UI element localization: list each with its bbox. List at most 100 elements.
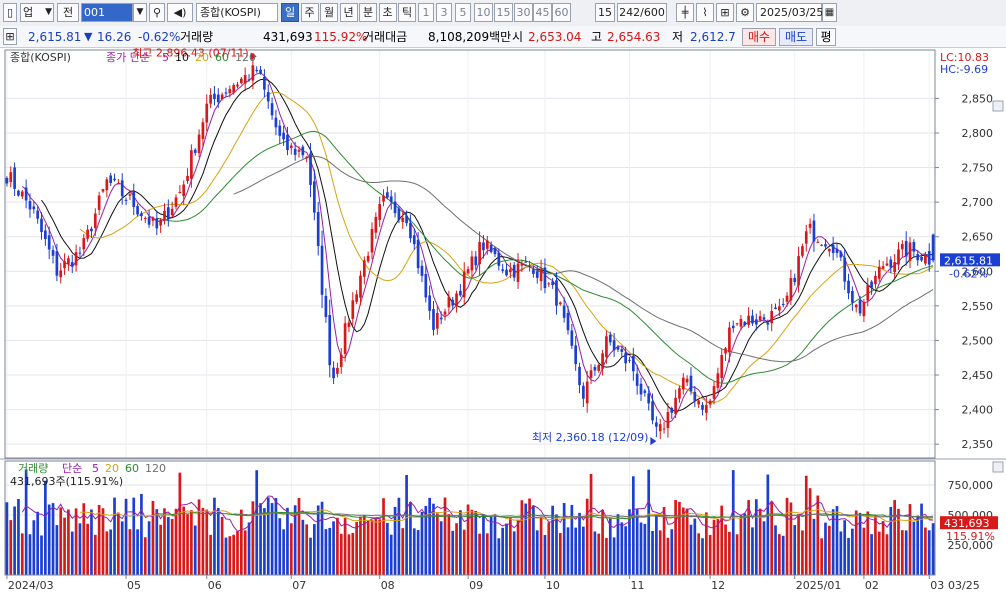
interval-button[interactable]: 15 bbox=[494, 3, 513, 22]
candle-body bbox=[804, 231, 808, 244]
volume-bar bbox=[827, 525, 831, 575]
candle bbox=[97, 191, 101, 215]
candle-body bbox=[343, 323, 347, 354]
interval-select[interactable]: 15 bbox=[595, 3, 615, 22]
candle bbox=[643, 388, 647, 397]
candle-body bbox=[516, 263, 520, 282]
market-select[interactable]: 업 ▼ bbox=[20, 3, 54, 22]
candle-body bbox=[274, 117, 278, 128]
candle-body bbox=[178, 191, 182, 194]
candle-body bbox=[359, 275, 362, 298]
candle bbox=[259, 65, 262, 75]
period-tab[interactable]: 년 bbox=[339, 3, 358, 22]
candle bbox=[393, 192, 397, 218]
period-tab[interactable]: 초 bbox=[378, 3, 397, 22]
candle bbox=[193, 148, 197, 156]
candle bbox=[424, 264, 428, 303]
search-icon[interactable]: ⚲ bbox=[149, 3, 165, 22]
speaker-icon[interactable]: ◀) bbox=[167, 3, 193, 22]
candle bbox=[751, 309, 754, 326]
candle bbox=[263, 69, 266, 98]
volume-bar bbox=[539, 516, 543, 575]
candle bbox=[278, 120, 282, 144]
line-chart-icon[interactable]: ⌇ bbox=[696, 3, 714, 22]
date-input[interactable]: 2025/03/25 bbox=[756, 3, 823, 22]
interval-button[interactable]: 10 bbox=[474, 3, 493, 22]
candle-body bbox=[28, 201, 32, 210]
candle-body bbox=[662, 428, 666, 430]
candle bbox=[681, 373, 685, 395]
candle bbox=[862, 299, 866, 323]
quote-toggle-icon[interactable]: ⊞ bbox=[3, 28, 17, 45]
price-tick-label: 2,650 bbox=[962, 231, 994, 244]
candle-body bbox=[916, 254, 920, 261]
candle bbox=[386, 186, 389, 200]
volume-bar bbox=[689, 524, 693, 575]
volume-bar bbox=[912, 521, 916, 575]
interval-button[interactable]: 1 bbox=[418, 3, 434, 22]
volume-bar bbox=[881, 521, 885, 575]
period-tab[interactable]: 주 bbox=[300, 3, 319, 22]
candle bbox=[555, 272, 558, 315]
interval-button[interactable]: 5 bbox=[455, 3, 471, 22]
gear-icon[interactable]: ⚙ bbox=[736, 3, 754, 22]
sell-button[interactable]: 매도 bbox=[779, 28, 813, 46]
period-tab[interactable]: 분 bbox=[359, 3, 377, 22]
index-name-field[interactable]: 종합(KOSPI) bbox=[196, 3, 278, 22]
candle bbox=[397, 205, 401, 224]
candle-body bbox=[532, 269, 535, 274]
candle-body bbox=[412, 235, 416, 245]
eval-button[interactable]: 평 bbox=[816, 28, 836, 46]
volume-bar bbox=[17, 499, 20, 575]
candle bbox=[739, 314, 743, 331]
volume-bar bbox=[201, 507, 205, 575]
volume-bar bbox=[266, 497, 270, 575]
volume-bar bbox=[601, 509, 604, 575]
candle bbox=[866, 277, 870, 307]
candle-body bbox=[551, 281, 554, 285]
calendar-icon[interactable]: ▦ bbox=[822, 3, 837, 22]
candle bbox=[628, 356, 631, 364]
period-tab[interactable]: 일 bbox=[281, 3, 299, 22]
price-legend-ma-20: 20 bbox=[195, 51, 209, 64]
candle-body bbox=[328, 315, 332, 366]
period-tab[interactable]: 월 bbox=[320, 3, 338, 22]
candle-body bbox=[170, 208, 174, 216]
candle-body bbox=[608, 334, 612, 343]
code-input[interactable]: 001 bbox=[81, 3, 133, 22]
date-tick-label: 10 bbox=[546, 579, 560, 592]
candle-body bbox=[347, 322, 351, 327]
candle bbox=[535, 265, 539, 284]
volume-bar bbox=[681, 507, 685, 575]
date-tick-label: 07 bbox=[292, 579, 306, 592]
chart-area[interactable]: 2,350 2,400 2,450 2,500 2,550 2,600 2,650 2,700… bbox=[0, 48, 1006, 596]
candle-icon[interactable]: ╪ bbox=[676, 3, 694, 22]
volume-bar bbox=[339, 533, 343, 575]
interval-button[interactable]: 3 bbox=[436, 3, 452, 22]
period-tab[interactable]: 틱 bbox=[398, 3, 416, 22]
candle-body bbox=[90, 228, 93, 232]
code-dropdown-icon[interactable]: ▼ bbox=[133, 3, 147, 22]
interval-button[interactable]: 60 bbox=[552, 3, 571, 22]
candle-body bbox=[820, 244, 823, 246]
interval-button[interactable]: 45 bbox=[533, 3, 552, 22]
volume-bar bbox=[282, 529, 285, 575]
volume-bar bbox=[105, 531, 109, 575]
buy-button[interactable]: 매수 bbox=[742, 28, 776, 46]
volume-scroll-icon bbox=[992, 461, 1004, 473]
candle-body bbox=[558, 302, 562, 305]
interval-button[interactable]: 30 bbox=[514, 3, 533, 22]
prev-button[interactable]: 전 bbox=[57, 3, 79, 22]
count-display[interactable]: 242/600 bbox=[617, 3, 667, 22]
volume-bar bbox=[151, 500, 155, 575]
candle-body bbox=[885, 263, 889, 266]
candle bbox=[428, 285, 431, 320]
crosshair-icon[interactable]: ⊞ bbox=[716, 3, 734, 22]
candle bbox=[389, 190, 393, 210]
candle bbox=[655, 416, 658, 438]
candle bbox=[485, 236, 489, 255]
candle-body bbox=[535, 271, 539, 278]
volume-bar bbox=[405, 475, 408, 575]
layout-icon[interactable]: ▯ bbox=[3, 3, 17, 22]
volume-bar bbox=[566, 527, 570, 575]
